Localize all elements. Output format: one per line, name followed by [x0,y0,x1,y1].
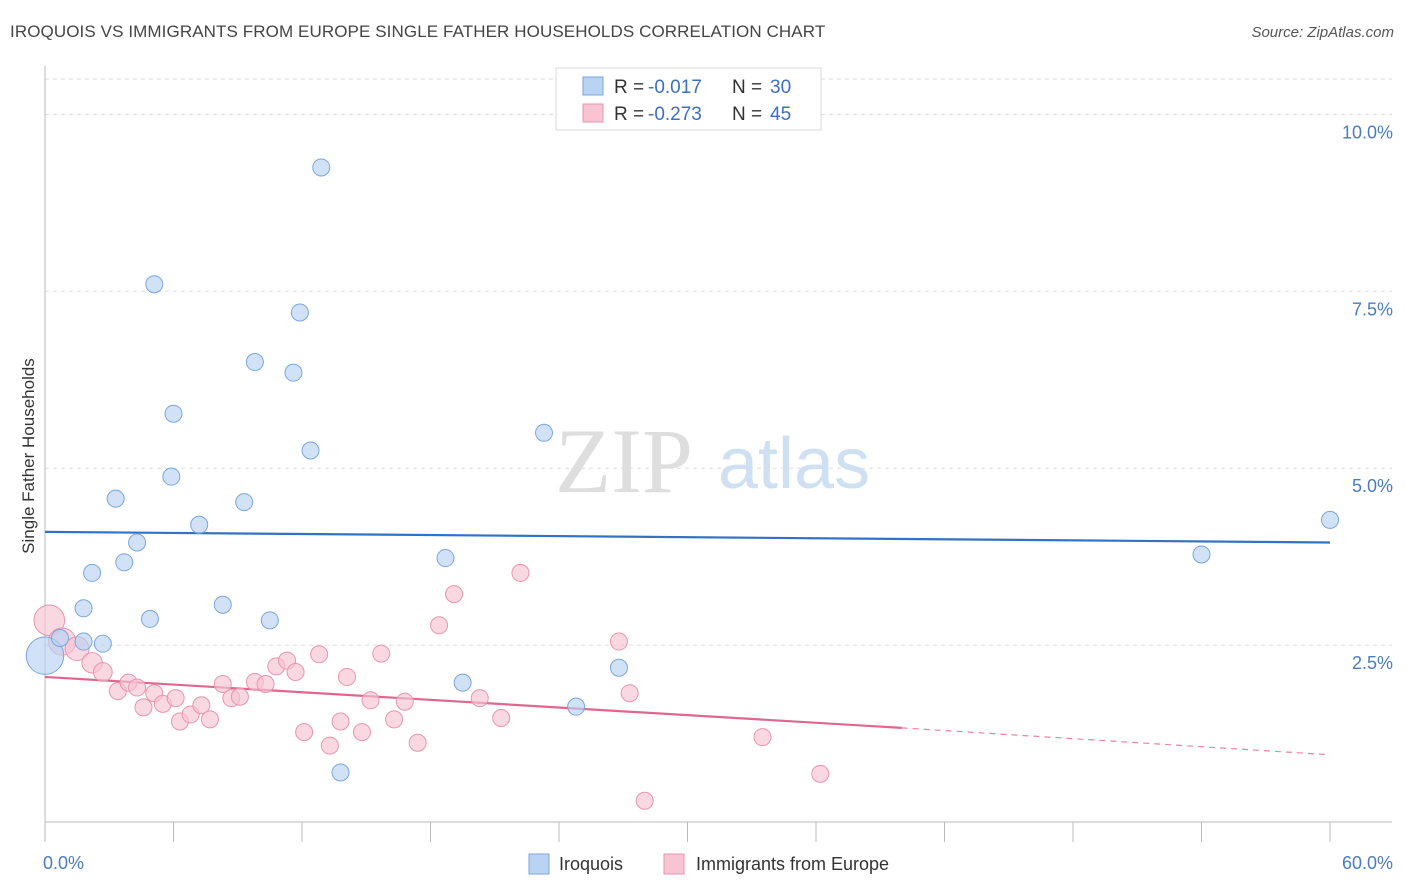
data-point-blue [284,363,303,382]
bottom-legend-swatch-iroquois [528,853,550,875]
data-point-pink [92,662,113,682]
data-point-pink [408,733,427,752]
data-point-blue [1321,510,1339,529]
data-point-blue [312,158,331,177]
data-point-pink [33,604,66,637]
legend-r-value-1: -0.017 [648,77,702,98]
data-point-blue [235,493,254,512]
data-point-pink [128,678,147,697]
data-point-blue [162,467,181,486]
legend-box: R = -0.017 N = 30 R = -0.273 N = 45 [555,67,822,131]
data-point-pink [372,644,391,663]
chart-title: IROQUOIS VS IMMIGRANTS FROM EUROPE SINGL… [10,22,826,41]
watermark-atlas: atlas [718,424,870,504]
legend-n-value-1: 30 [770,77,791,98]
data-point-blue [301,441,320,460]
trend-lines [44,530,1331,756]
data-point-blue [190,515,209,534]
data-point-pink [310,645,329,664]
trend-line-extension-pink [901,727,1331,756]
data-point-blue [567,697,586,716]
data-point-blue [1192,545,1211,564]
y-tick-label: 2.5% [1352,653,1393,673]
data-point-blue [128,533,147,552]
data-point-pink [511,563,530,582]
data-point-pink [811,764,830,783]
data-point-blue [25,636,65,675]
data-point-blue [535,423,554,442]
data-point-blue [115,553,134,572]
data-point-pink [753,728,772,747]
bottom-legend-swatch-europe [663,853,685,875]
data-point-pink [430,616,449,635]
data-point-pink [286,662,305,681]
data-point-pink [395,692,414,711]
axes [44,66,1392,842]
data-point-pink [470,689,489,708]
x-tick-label: 0.0% [43,853,84,873]
data-point-pink [635,791,654,810]
data-point-blue [436,549,455,568]
data-point-pink [337,667,356,686]
data-point-blue [213,595,232,614]
trend-line-blue [44,530,1331,544]
data-point-blue [50,629,69,648]
data-point-blue [83,563,102,582]
legend-n-label-2: N = [732,104,762,125]
data-point-blue [106,489,125,508]
data-point-pink [320,736,339,755]
data-points [25,158,1339,810]
data-point-blue [260,611,279,630]
data-point-pink [192,696,211,715]
data-point-pink [361,691,380,710]
data-point-pink [609,632,628,651]
y-tick-label: 5.0% [1352,476,1393,496]
data-point-blue [74,632,93,651]
legend-n-value-2: 45 [770,104,791,125]
watermark: ZIP atlas [555,410,870,512]
legend-swatch-blue [582,76,604,96]
bottom-legend: Iroquois Immigrants from Europe [528,853,889,875]
data-point-pink [295,723,314,742]
data-point-pink [200,710,219,729]
legend-r-label-2: R = [614,104,644,125]
data-point-pink [385,710,404,729]
data-point-pink [230,687,249,706]
source-label: Source: ZipAtlas.com [1251,24,1394,41]
tick-labels: 2.5% 5.0% 7.5% 10.0% 0.0% 60.0% [43,122,1393,873]
legend-n-label-1: N = [732,77,762,98]
bottom-legend-label-iroquois: Iroquois [559,854,623,874]
data-point-pink [445,585,464,604]
y-tick-label: 10.0% [1342,122,1393,142]
data-point-pink [492,708,511,727]
data-point-blue [164,404,183,423]
x-tick-label: 60.0% [1342,853,1393,873]
data-point-blue [145,275,164,294]
data-point-blue [245,353,264,372]
data-point-blue [290,303,309,322]
data-point-pink [620,684,639,703]
data-point-blue [453,673,472,692]
data-point-pink [134,698,153,717]
data-point-blue [331,763,350,782]
legend-swatch-pink [582,103,604,123]
data-point-pink [352,723,371,742]
data-point-pink [256,675,275,694]
y-tick-label: 7.5% [1352,299,1393,319]
data-point-pink [213,675,232,694]
data-point-blue [93,634,112,653]
bottom-legend-label-europe: Immigrants from Europe [696,854,889,874]
watermark-zip: ZIP [555,410,693,512]
y-axis-label: Single Father Households [19,358,38,554]
data-point-blue [609,658,628,677]
data-point-blue [140,609,159,628]
legend-r-label-1: R = [614,77,644,98]
data-point-pink [331,712,350,731]
data-point-blue [74,599,93,618]
legend-r-value-2: -0.273 [648,104,702,125]
data-point-pink [166,689,185,708]
